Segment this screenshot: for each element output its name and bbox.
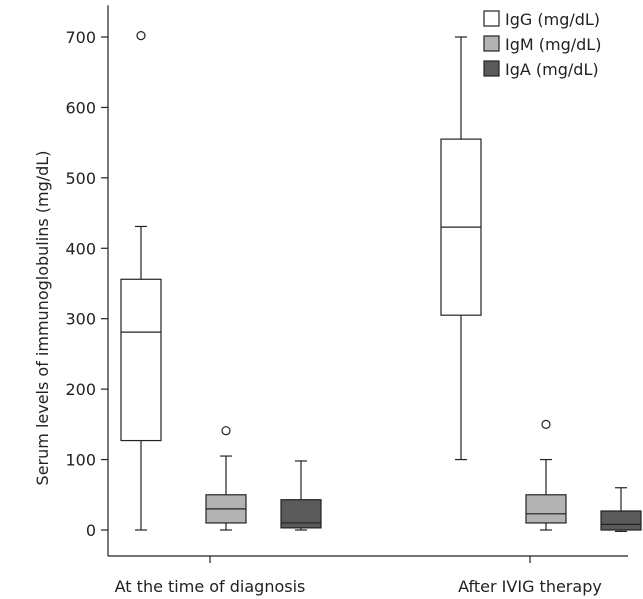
legend-swatch xyxy=(483,10,500,27)
legend-swatch xyxy=(483,60,500,77)
y-tick-label: 500 xyxy=(65,169,96,188)
legend-swatch xyxy=(483,35,500,52)
box-body xyxy=(120,278,162,442)
box-body xyxy=(525,494,567,524)
outlier-point xyxy=(541,419,551,429)
plot-area: 0 100 200 300 400 500 600 700 At the time of dia… xyxy=(65,5,642,596)
box-body xyxy=(600,510,642,531)
y-tick-label: 300 xyxy=(65,310,96,329)
box-igm xyxy=(525,419,567,531)
legend-label: IgA (mg/dL) xyxy=(505,60,599,79)
y-tick-label: 200 xyxy=(65,380,96,399)
box-igg xyxy=(120,30,162,531)
legend-label: IgG (mg/dL) xyxy=(505,10,600,29)
box-body xyxy=(280,499,322,529)
y-tick-label: 400 xyxy=(65,239,96,258)
y-tick-label: 100 xyxy=(65,451,96,470)
outlier-point xyxy=(221,426,231,436)
box-iga xyxy=(280,460,322,531)
box-iga xyxy=(600,487,642,533)
y-tick-label: 600 xyxy=(65,98,96,117)
x-category-label: At the time of diagnosis xyxy=(115,577,306,596)
box-igm xyxy=(205,426,247,531)
y-axis-title: Serum levels of immunoglobulins (mg/dL) xyxy=(33,151,52,486)
y-tick-label: 700 xyxy=(65,28,96,47)
legend-label: IgM (mg/dL) xyxy=(505,35,601,54)
legend: IgG (mg/dL) IgM (mg/dL) IgA (mg/dL) xyxy=(483,10,601,79)
y-tick-label: 0 xyxy=(86,521,96,540)
box-igg xyxy=(440,36,482,461)
outlier-point xyxy=(136,30,146,41)
x-category-label: After IVIG therapy xyxy=(458,577,602,596)
